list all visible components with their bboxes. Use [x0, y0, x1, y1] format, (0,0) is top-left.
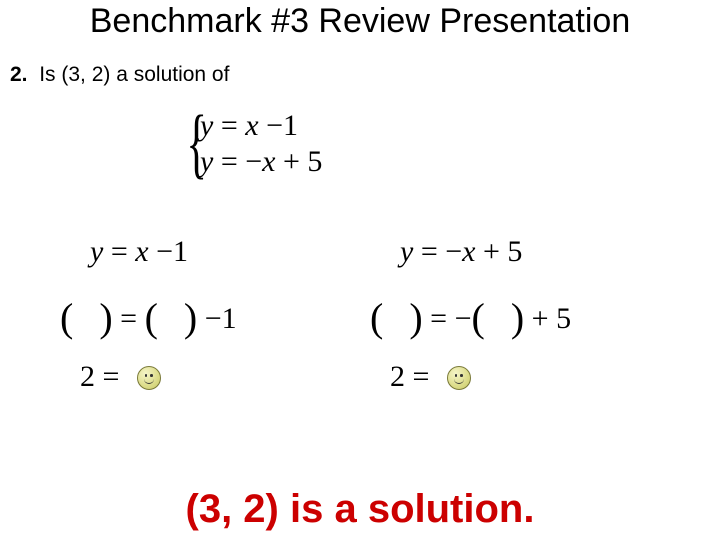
work-left-column: y = x −1 () = () −1 2 = [0, 235, 360, 416]
equation-system: { y = x −1 y = −x + 5 [200, 108, 322, 180]
system-eq-2: y = −x + 5 [200, 144, 322, 180]
question-text: Is (3, 2) a solution of [39, 63, 229, 86]
right-line-1: y = −x + 5 [400, 235, 720, 269]
work-columns: y = x −1 () = () −1 2 = y = −x [0, 235, 720, 416]
system-eq-1: y = x −1 [200, 108, 322, 144]
left-line-3: 2 = [80, 360, 360, 394]
smiley-icon [447, 366, 471, 390]
question-line: 2. Is (3, 2) a solution of [10, 63, 720, 87]
slide-title: Benchmark #3 Review Presentation [0, 0, 720, 41]
answer-text: (3, 2) is a solution. [0, 487, 720, 532]
right-line-3: 2 = [390, 360, 720, 394]
question-number: 2. [10, 63, 28, 86]
left-line-2: () = () −1 [60, 291, 360, 338]
right-line-2: () = −() + 5 [370, 291, 720, 338]
smiley-icon [137, 366, 161, 390]
left-brace-icon: { [186, 104, 207, 182]
work-right-column: y = −x + 5 () = −() + 5 2 = [360, 235, 720, 416]
left-line-1: y = x −1 [90, 235, 360, 269]
